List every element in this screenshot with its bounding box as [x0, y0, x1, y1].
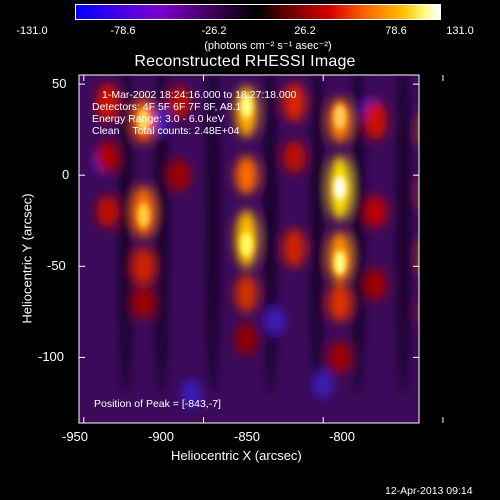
annotation-peak-position: Position of Peak = [-843,-7]: [94, 398, 221, 410]
stripe-segment: [420, 107, 442, 152]
dark-trough: [120, 75, 131, 395]
stripe-segment: [235, 323, 258, 356]
y-tick-label: -100: [38, 349, 65, 364]
stripe-segment: [96, 195, 119, 228]
annotation-detectors: Detectors: 4F 5F 6F 7F 8F, A8.1: [92, 101, 242, 113]
stripe-segment: [364, 268, 387, 301]
stripe-segment: [283, 228, 306, 268]
stripe-segment: [235, 156, 258, 195]
stripe-segment: [96, 140, 119, 173]
bright-core: [137, 108, 150, 133]
colorbar: [75, 4, 441, 20]
x-tick-label: -800: [329, 429, 356, 444]
bright-core: [333, 250, 346, 275]
footer-timestamp: 12-Apr-2013 09:14: [385, 485, 473, 497]
colorbar-unit-label: (photons cm⁻² s⁻¹ asec⁻²): [204, 40, 332, 52]
heatmap-bright-cores: [137, 93, 437, 275]
colorbar-tick-label: 26.2: [294, 25, 316, 37]
x-tick-label: -850: [234, 429, 261, 444]
annotation-block: 1-Mar-2002 18:24:16.000 to 18:27:18.000 …: [92, 89, 296, 137]
colorbar-tick-label: 131.0: [446, 25, 474, 37]
bright-core: [333, 175, 346, 200]
colorbar-tick-label: -26.2: [201, 25, 227, 37]
stripe-segment: [283, 83, 306, 122]
stripe-segment: [168, 159, 191, 192]
bright-core: [240, 232, 253, 257]
annotation-counts: Total counts: 2.48E+04: [132, 125, 240, 137]
colorbar-tick-label: -78.6: [110, 25, 136, 37]
blue-patch: [181, 379, 202, 408]
plot-frame: [78, 74, 420, 424]
dark-trough: [312, 75, 323, 395]
stripe-segment: [420, 293, 442, 331]
stripe-segment: [132, 247, 155, 286]
blue-patch: [265, 306, 286, 335]
y-tick-label: -50: [47, 258, 66, 273]
stripe-segment: [283, 140, 306, 173]
colorbar-tick-label: 78.6: [385, 25, 407, 37]
stripe-segment: [420, 232, 442, 283]
stripe-segment: [328, 283, 351, 322]
y-tick-label: 50: [52, 76, 67, 91]
stripe-segment: [364, 101, 387, 140]
blue-patch: [150, 106, 171, 135]
x-tick-label: -950: [62, 429, 89, 444]
annotation-energy: Energy Range: 3.0 - 6.0 keV: [92, 113, 225, 125]
y-axis-ticks: [79, 83, 419, 358]
dark-trough: [352, 75, 363, 395]
bright-core: [240, 93, 253, 118]
dark-trough: [156, 75, 167, 395]
stripe-segment: [420, 171, 442, 216]
y-tick-label: 0: [62, 167, 70, 182]
stripe-segment: [168, 86, 191, 119]
stripe-segment: [235, 274, 258, 313]
bright-core: [333, 104, 346, 129]
stripe-segment: [132, 286, 155, 319]
dark-trough: [398, 75, 409, 395]
annotation-time: 1-Mar-2002 18:24:16.000 to 18:27:18.000: [102, 89, 297, 101]
x-axis-label: Heliocentric X (arcsec): [171, 448, 302, 463]
x-tick-label: -900: [148, 429, 175, 444]
y-axis-label: Heliocentric Y (arcsec): [19, 193, 35, 324]
x-axis-ticks: [83, 75, 444, 423]
stripe-segment: [96, 83, 119, 122]
heatmap-structure: [92, 75, 442, 408]
bright-core: [425, 245, 437, 269]
colorbar-tick-label: -131.0: [16, 25, 48, 37]
stripe-segment: [364, 195, 387, 228]
dark-trough: [208, 75, 219, 395]
blue-patch: [313, 370, 334, 399]
annotation-method-line: Clean Total counts: 2.48E+04: [92, 125, 296, 137]
annotation-method: Clean: [92, 125, 120, 137]
stripe-segment: [328, 341, 351, 374]
chart-title: Reconstructed RHESSI Image: [134, 53, 356, 70]
bright-core: [137, 203, 150, 228]
